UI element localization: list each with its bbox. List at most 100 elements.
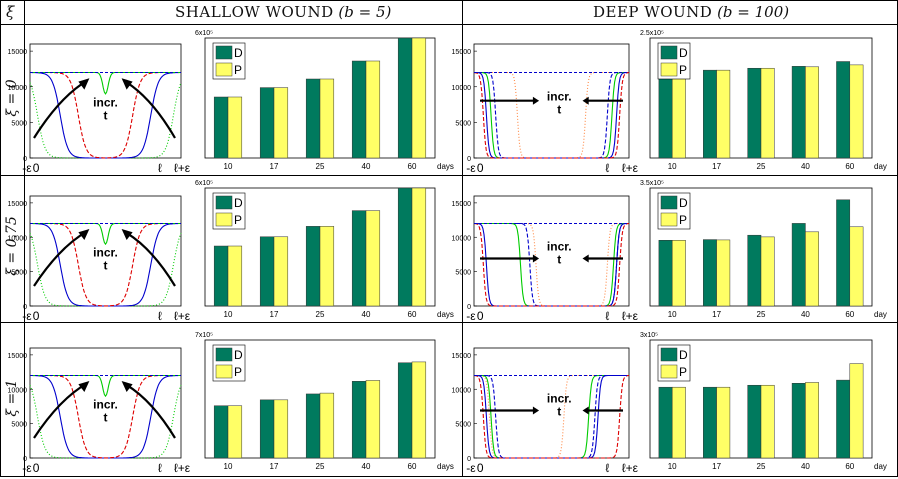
table-rule (0, 0, 898, 1)
bar-chart: 6x10⁵ 10 17 25 40 60 days DP (195, 30, 454, 171)
bar-d (397, 37, 413, 159)
profile-plot: 0 5000 10000 15000 -ε 0 ℓ ℓ+ε incr.t (8, 347, 191, 475)
x-tick-label: ℓ+ε (174, 161, 191, 175)
legend-swatch (215, 347, 233, 362)
y-tick-label: 0 (467, 456, 471, 463)
legend-swatch (660, 347, 678, 362)
y-tick-label: 15000 (452, 49, 472, 56)
bar-p (411, 37, 427, 159)
x-tick-label: 25 (316, 310, 325, 319)
y-tick-label: 10000 (452, 85, 472, 92)
bar-d (213, 96, 229, 159)
table-rule (462, 0, 463, 477)
x-tick-label: -ε (22, 309, 32, 323)
x-tick-label: 40 (801, 310, 810, 319)
x-tick-label: 25 (757, 462, 766, 471)
x-tick-label: ℓ (605, 161, 609, 175)
x-tick-label: ℓ+ε (622, 461, 639, 475)
bar-p (671, 386, 686, 459)
bar-p (227, 96, 243, 159)
y-scale-label: 7x10⁵ (195, 332, 213, 339)
bar-chart: 7x10⁵ 10 17 25 40 60 days DP (195, 332, 454, 471)
deep-label: DEEP WOUND (593, 3, 713, 21)
x-tick-label: ℓ (605, 309, 609, 323)
bar-d (658, 68, 673, 159)
table-rule (0, 476, 898, 477)
bar-p (365, 210, 381, 307)
annotation-text: incr. (547, 392, 572, 406)
bar-p (273, 87, 289, 159)
y-scale-label: 2.5x10⁵ (640, 30, 664, 37)
bar-p (760, 67, 775, 159)
arrow-left (33, 79, 88, 139)
profile-curve (474, 222, 629, 307)
profile-curve (474, 71, 629, 159)
bar-p (760, 384, 775, 459)
y-tick-label: 15000 (452, 201, 472, 208)
bar-d (259, 399, 275, 459)
profile-plot: 0 5000 10000 15000 -ε 0 ℓ ℓ+ε incr.t (452, 43, 639, 175)
legend-label: D (234, 348, 243, 362)
y-tick-label: 5000 (455, 270, 471, 277)
legend-swatch (215, 364, 233, 379)
annotation-text: incr. (93, 398, 118, 412)
y-tick-label: 5000 (455, 120, 471, 127)
x-tick-label: ℓ (605, 461, 609, 475)
bar-p (716, 69, 731, 159)
y-scale-label: 6x10⁵ (195, 180, 213, 187)
table-rule (24, 0, 25, 477)
bar-d (351, 210, 367, 307)
arrow-head (78, 229, 90, 240)
x-tick-label: -ε (22, 461, 32, 475)
legend-label: D (679, 348, 688, 362)
bar-p (411, 361, 427, 459)
legend-label: D (234, 46, 243, 60)
x-tick-label: 17 (270, 310, 279, 319)
x-axis-label: days (437, 462, 454, 471)
profile-plot: 0 5000 10000 15000 -ε 0 ℓ ℓ+ε incr.t (8, 195, 191, 323)
profile-curve (474, 374, 629, 459)
profile-curve (474, 374, 629, 459)
y-scale-label: 6x10⁵ (195, 30, 213, 37)
x-tick-label: 40 (362, 162, 371, 171)
profile-curve (474, 222, 629, 307)
y-tick-label: 5000 (11, 120, 27, 127)
legend-swatch (660, 45, 678, 60)
x-tick-label: 0 (33, 461, 40, 475)
y-tick-label: 0 (467, 156, 471, 163)
legend-swatch (215, 62, 233, 77)
x-axis-label: day (874, 462, 887, 471)
bar-chart: 6x10⁵ 10 17 25 40 60 days DP (195, 180, 454, 319)
y-tick-label: 15000 (8, 49, 28, 56)
x-tick-label: -ε (22, 161, 32, 175)
y-tick-label: 5000 (455, 422, 471, 429)
xi-header: ξ (6, 3, 15, 21)
x-tick-label: 10 (224, 162, 233, 171)
bar-d (351, 381, 367, 459)
profile-plot: 0 5000 10000 15000 -ε 0 ℓ ℓ+ε incr.t (452, 347, 639, 475)
x-tick-label: -ε (466, 461, 476, 475)
arrow-head (582, 96, 589, 105)
profile-curve (474, 375, 629, 459)
bar-d (703, 386, 717, 459)
y-tick-label: 0 (467, 304, 471, 311)
x-tick-label: 60 (408, 162, 417, 171)
y-tick-label: 15000 (8, 353, 28, 360)
bar-d (305, 226, 321, 307)
legend-swatch (660, 364, 678, 379)
y-tick-label: 10000 (8, 235, 28, 242)
bar-d (703, 69, 717, 159)
profile-curve (474, 222, 629, 307)
bar-p (805, 66, 819, 159)
x-tick-label: -ε (466, 309, 476, 323)
x-tick-label: 10 (668, 462, 677, 471)
y-tick-label: 5000 (11, 270, 27, 277)
bar-p (671, 68, 686, 159)
profile-curve (29, 82, 182, 159)
bar-p (319, 226, 335, 307)
deep-param: (b = 100) (717, 3, 790, 21)
arrow-head (78, 78, 90, 90)
bar-p (805, 231, 819, 307)
bar-p (849, 363, 864, 459)
